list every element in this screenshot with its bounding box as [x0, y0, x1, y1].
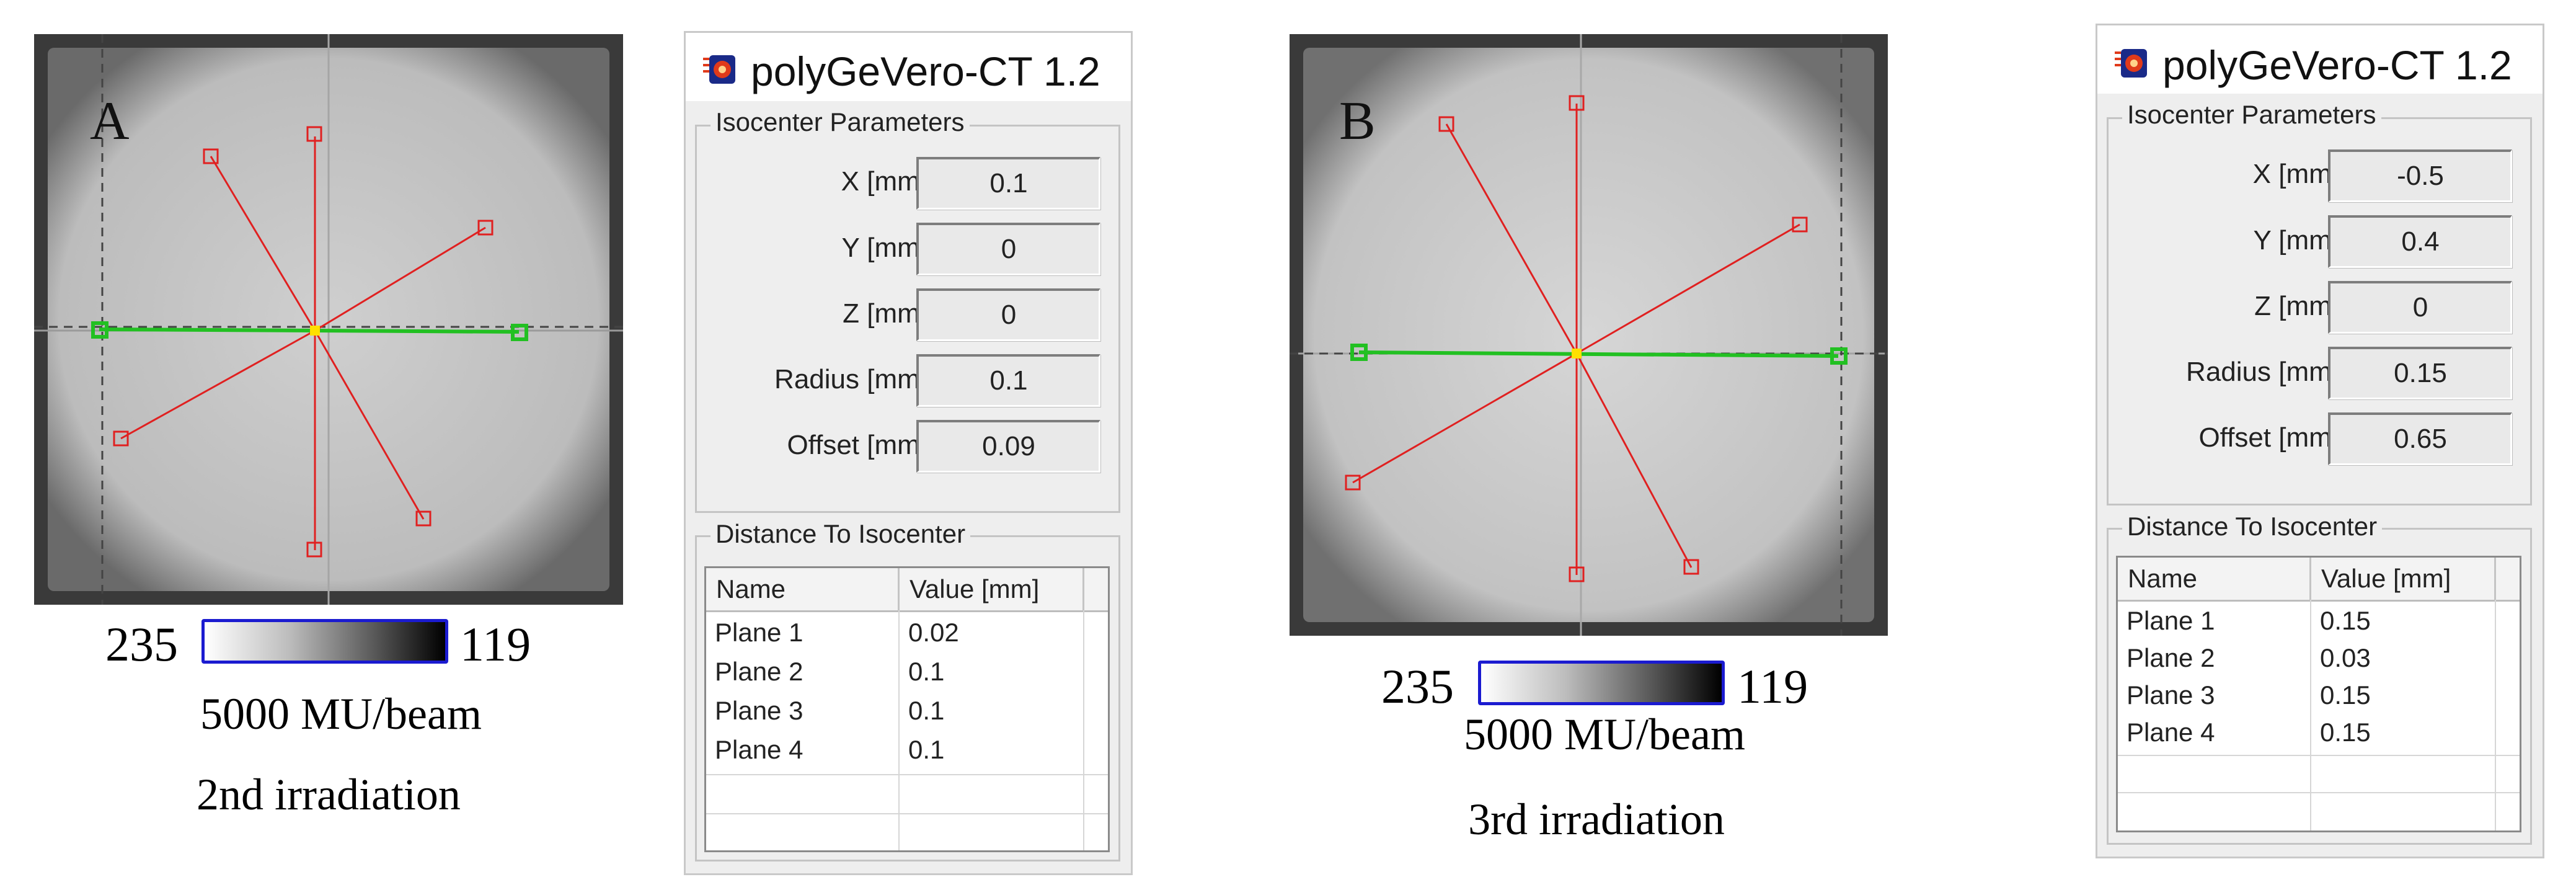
- caption-irradiation-b: 3rd irradiation: [1468, 795, 1725, 844]
- column-header-name[interactable]: Name: [2118, 558, 2311, 600]
- param-label-offset: Offset [mm]: [787, 430, 927, 460]
- grid-line: [898, 610, 900, 850]
- param-value-z: 0: [916, 288, 1100, 341]
- grayscale-bar-b: [1478, 661, 1725, 705]
- app-icon: [703, 51, 739, 87]
- title-bar: polyGeVero-CT 1.2: [686, 33, 1131, 101]
- app-title: polyGeVero-CT 1.2: [751, 48, 1100, 94]
- param-label-y: Y [mm]: [841, 233, 927, 263]
- param-value-y: 0: [916, 223, 1100, 275]
- distance-list[interactable]: Name Value [mm] Plane 1 0.02 Plane 2 0.1…: [704, 566, 1110, 852]
- distance-list[interactable]: Name Value [mm] Plane 1 0.15 Plane 2 0.0…: [2116, 556, 2521, 832]
- beam-lines-a: [113, 126, 494, 558]
- film-image-b: B: [1290, 34, 1888, 636]
- param-value-y: 0.4: [2328, 215, 2512, 268]
- row-value: 0.03: [2320, 643, 2371, 672]
- scale-min-a: 235: [105, 617, 178, 671]
- param-label-offset: Offset [mm]: [2198, 422, 2339, 453]
- axis-line-a: [91, 321, 528, 341]
- panel-label-a: A: [90, 91, 130, 151]
- scale-min-b: 235: [1381, 659, 1454, 713]
- column-header-value[interactable]: Value [mm]: [900, 568, 1084, 610]
- axis-line-b: [1350, 344, 1848, 365]
- row-value: 0.1: [908, 657, 945, 686]
- caption-mu-a: 5000 MU/beam: [200, 689, 482, 739]
- scale-max-a: 119: [460, 617, 531, 671]
- param-value-z: 0: [2328, 281, 2512, 334]
- param-value-offset: 0.09: [916, 420, 1100, 473]
- beam-lines-b: [1345, 95, 1808, 582]
- panel-label-b: B: [1339, 91, 1376, 151]
- caption-irradiation-a: 2nd irradiation: [197, 770, 461, 819]
- column-header-value[interactable]: Value [mm]: [2311, 558, 2496, 600]
- param-label-z: Z [mm]: [843, 298, 927, 329]
- grid-line: [1083, 610, 1084, 850]
- app-icon: [2115, 45, 2151, 81]
- grayscale-bar-a: [201, 619, 448, 664]
- param-value-radius: 0.15: [2328, 347, 2512, 399]
- grid-line: [2118, 792, 2520, 793]
- row-name: Plane 1: [2127, 606, 2215, 635]
- row-name: Plane 1: [715, 618, 803, 647]
- row-value: 0.15: [2320, 606, 2371, 635]
- param-value-x: -0.5: [2328, 149, 2512, 202]
- software-panel-b: polyGeVero-CT 1.2 Isocenter Parameters X…: [2096, 24, 2544, 858]
- isocenter-marker-b: [1572, 349, 1582, 358]
- distance-to-isocenter-title: Distance To Isocenter: [710, 519, 971, 549]
- param-label-y: Y [mm]: [2253, 225, 2339, 256]
- param-value-x: 0.1: [916, 157, 1100, 210]
- row-value: 0.15: [2320, 680, 2371, 710]
- app-title: polyGeVero-CT 1.2: [2162, 42, 2512, 88]
- film-image-a: A: [34, 34, 623, 605]
- param-value-offset: 0.65: [2328, 412, 2512, 465]
- software-panel-a: polyGeVero-CT 1.2 Isocenter Parameters X…: [684, 31, 1133, 875]
- row-value: 0.1: [908, 696, 945, 725]
- row-value: 0.1: [908, 735, 945, 764]
- column-header-name[interactable]: Name: [706, 568, 900, 610]
- param-value-radius: 0.1: [916, 354, 1100, 407]
- param-label-radius: Radius [mm]: [774, 364, 927, 394]
- row-name: Plane 3: [715, 696, 803, 725]
- row-value: 0.02: [908, 618, 959, 647]
- title-bar: polyGeVero-CT 1.2: [2097, 25, 2543, 94]
- isocenter-parameters-title: Isocenter Parameters: [710, 107, 970, 137]
- param-label-x: X [mm]: [841, 166, 927, 197]
- grid-line: [2118, 755, 2520, 756]
- grid-line: [706, 813, 1108, 814]
- row-value: 0.15: [2320, 718, 2371, 747]
- param-label-z: Z [mm]: [2254, 291, 2339, 321]
- row-name: Plane 3: [2127, 680, 2215, 710]
- row-name: Plane 2: [2127, 643, 2215, 672]
- list-header: Name Value [mm]: [2118, 558, 2520, 602]
- isocenter-marker-a: [310, 326, 320, 336]
- row-name: Plane 4: [715, 735, 803, 764]
- grid-line: [2495, 600, 2496, 830]
- distance-to-isocenter-title: Distance To Isocenter: [2122, 512, 2383, 541]
- param-label-radius: Radius [mm]: [2186, 357, 2339, 387]
- row-name: Plane 4: [2127, 718, 2215, 747]
- scale-max-b: 119: [1737, 659, 1808, 713]
- grid-line: [2310, 600, 2311, 830]
- row-name: Plane 2: [715, 657, 803, 686]
- list-header: Name Value [mm]: [706, 568, 1108, 612]
- caption-mu-b: 5000 MU/beam: [1464, 710, 1745, 759]
- grid-line: [706, 774, 1108, 775]
- isocenter-parameters-title: Isocenter Parameters: [2122, 100, 2381, 130]
- param-label-x: X [mm]: [2252, 159, 2339, 189]
